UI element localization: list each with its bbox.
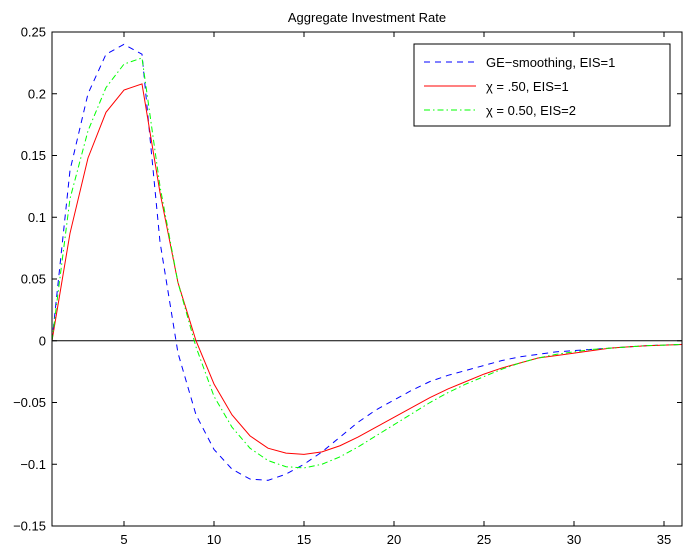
x-tick-label: 25 <box>477 532 491 547</box>
legend-label-3: χ = 0.50, EIS=2 <box>486 103 576 118</box>
y-tick-label: 0.25 <box>21 25 46 40</box>
x-tick-label: 20 <box>387 532 401 547</box>
series-layer <box>51 43 683 481</box>
axes <box>51 31 683 527</box>
tick-labels: 5 10 15 20 25 30 35 −0.15 −0.1 −0.05 0 0.05 0.1 0.15 0… <box>13 25 671 548</box>
y-tick-label: 0.05 <box>21 272 46 287</box>
series-line-3 <box>51 57 683 469</box>
y-tick-label: −0.15 <box>13 519 46 534</box>
series-line-2 <box>51 83 683 455</box>
legend: GE−smoothing, EIS=1 χ = .50, EIS=1 χ = 0.5… <box>413 43 671 127</box>
y-tick-label: 0.15 <box>21 148 46 163</box>
x-tick-label: 35 <box>657 532 671 547</box>
y-tick-label: −0.1 <box>20 457 46 472</box>
legend-label-2: χ = .50, EIS=1 <box>486 79 569 94</box>
chart-title: Aggregate Investment Rate <box>288 10 446 25</box>
x-tick-label: 30 <box>567 532 581 547</box>
x-tick-label: 15 <box>297 532 311 547</box>
y-tick-label: 0 <box>39 333 46 348</box>
y-tick-label: 0.2 <box>28 86 46 101</box>
series-line-1 <box>51 43 683 481</box>
legend-label-1: GE−smoothing, EIS=1 <box>486 55 615 70</box>
x-tick-label: 5 <box>120 532 127 547</box>
y-tick-label: 0.1 <box>28 210 46 225</box>
y-tick-label: −0.05 <box>13 395 46 410</box>
x-tick-label: 10 <box>207 532 221 547</box>
legend-box <box>413 43 671 127</box>
